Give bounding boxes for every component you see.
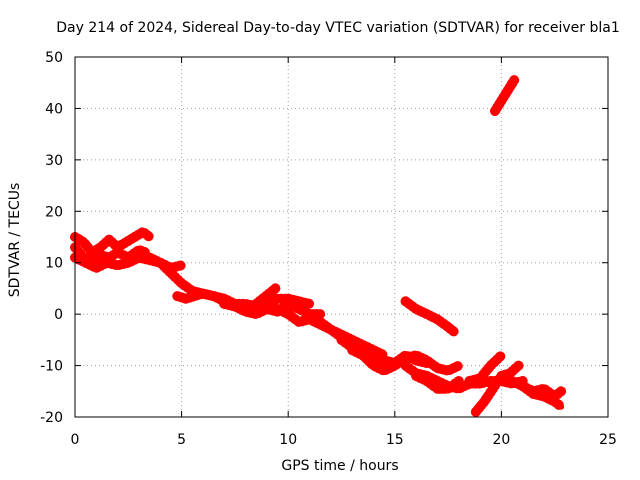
y-tick-label: 0 bbox=[54, 307, 63, 323]
grid-lines bbox=[75, 57, 608, 417]
series-markers bbox=[336, 334, 368, 356]
y-tick-label: -10 bbox=[40, 359, 63, 375]
x-tick-label: 0 bbox=[71, 432, 80, 448]
x-tick-label: 5 bbox=[177, 432, 186, 448]
y-tick-label: -20 bbox=[40, 410, 63, 426]
series-markers bbox=[470, 360, 524, 417]
data-traces bbox=[70, 75, 567, 417]
chart-title: Day 214 of 2024, Sidereal Day-to-day VTE… bbox=[56, 20, 619, 36]
series-markers bbox=[490, 75, 520, 116]
series-markers bbox=[517, 381, 567, 402]
x-axis-label: GPS time / hours bbox=[281, 458, 398, 474]
series-markers bbox=[219, 298, 326, 320]
x-tick-label: 15 bbox=[386, 432, 404, 448]
y-tick-label: 30 bbox=[45, 153, 63, 169]
y-axis-label: SDTVAR / TECUs bbox=[7, 183, 23, 298]
series-markers bbox=[411, 370, 464, 394]
series-markers bbox=[464, 350, 507, 386]
y-tick-label: 50 bbox=[45, 50, 63, 66]
series-markers bbox=[347, 345, 464, 376]
x-tick-label: 25 bbox=[599, 432, 617, 448]
x-tick-label: 20 bbox=[492, 432, 510, 448]
series-markers bbox=[251, 283, 281, 309]
x-tick-label: 10 bbox=[279, 432, 297, 448]
series-markers bbox=[70, 226, 155, 258]
axis-ticks bbox=[74, 56, 609, 418]
plot-frame bbox=[74, 56, 609, 418]
y-tick-label: 10 bbox=[45, 256, 63, 272]
y-tick-label: 40 bbox=[45, 101, 63, 117]
y-tick-label: 20 bbox=[45, 204, 63, 220]
y-tick-labels: -20 -10 0 10 20 30 40 50 bbox=[40, 50, 63, 426]
series-markers bbox=[400, 296, 460, 338]
x-tick-labels: 0 5 10 15 20 25 bbox=[71, 432, 617, 448]
